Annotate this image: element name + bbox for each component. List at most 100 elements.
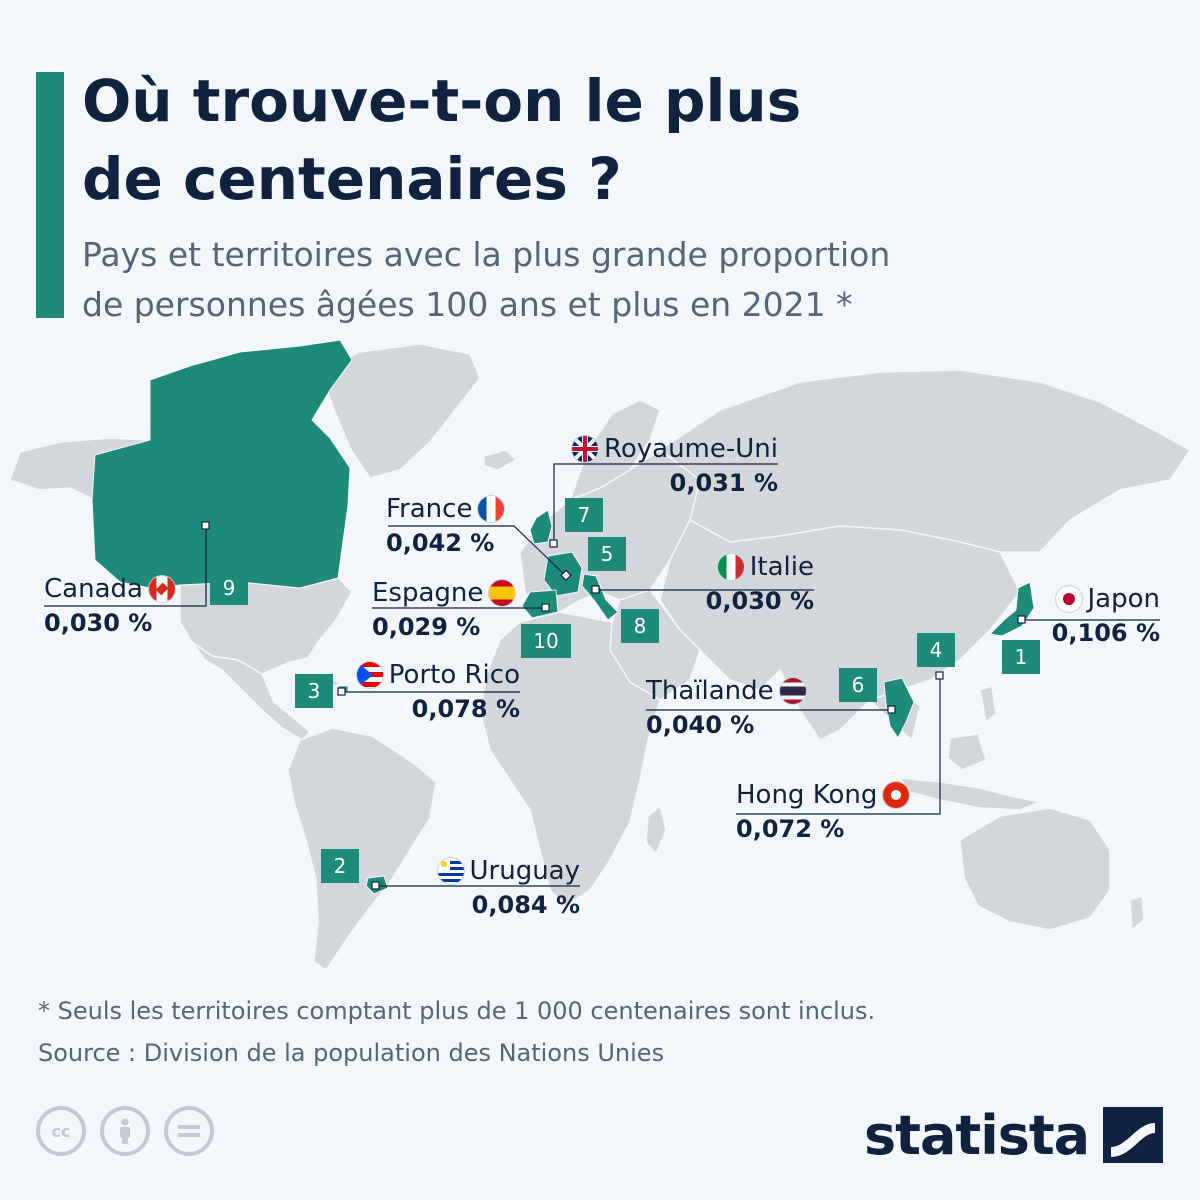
attribution-icon[interactable] [100,1106,150,1156]
world-map [9,339,1192,972]
country-name: Thaïlande [646,676,774,706]
marker-japan [1017,615,1026,624]
marker-puerto-rico [337,687,346,696]
land-masses [9,343,1192,972]
country-value: 0,031 % [669,469,778,497]
land-borneo [947,733,987,771]
land-iceland [483,449,518,471]
country-value: 0,030 % [44,609,153,637]
license-icons: cc [36,1106,214,1156]
rank-badge-italy: 8 [621,609,659,643]
rank-badge-uk: 7 [565,498,603,532]
spain-flag-icon [489,580,516,606]
title-accent-bar [36,72,64,318]
thailand-flag-icon [779,678,806,704]
creative-commons-icon[interactable]: cc [36,1106,86,1156]
leader-canada [44,526,207,607]
label-thailand: Thaïlande 0,040 % [646,674,806,742]
statista-logo[interactable]: statista [864,1100,1164,1170]
uk-flag-icon [571,436,598,462]
country-name: Espagne [372,578,484,608]
land-mexico [191,641,312,741]
italy-flag-icon [717,554,744,580]
label-uruguay: Uruguay 0,084 % [400,854,580,922]
leader-lines [44,463,1160,887]
marker-spain [541,603,550,612]
subtitle-line-2: de personnes âgées 100 ans et plus en 20… [82,285,853,324]
marker-france [560,569,572,582]
marker-uk [549,539,558,548]
leader-uk [553,463,778,544]
label-hong-kong: Hong Kong 0,072 % [736,778,910,846]
territory-italy [581,573,619,621]
marker-uruguay [371,881,380,890]
footnote: * Seuls les territoires comptant plus de… [38,990,1138,1074]
footnote-source: Source : Division de la population des N… [38,1039,665,1067]
country-name: Italie [749,552,814,582]
uruguay-flag-icon [437,858,464,884]
land-indonesia [898,777,1043,811]
marker-italy [591,585,600,594]
country-value: 0,030 % [705,587,814,615]
land-new-zealand [1129,894,1145,932]
land-philippines [979,685,997,724]
title-line-2: de centenaires ? [82,145,622,213]
leader-hong-kong [736,676,941,815]
footnote-note: * Seuls les territoires comptant plus de… [38,997,876,1025]
subtitle-line-1: Pays et territoires avec la plus grande … [82,235,891,274]
page-title: Où trouve-t-on le plus de centenaires ? [82,62,1082,218]
country-name: Uruguay [469,856,581,886]
leader-markers [201,521,1026,890]
territory-thailand [883,677,915,739]
land-australia [959,807,1111,931]
rank-badge-thailand: 6 [839,668,877,702]
canada-flag-icon [148,576,175,602]
land-greenland [319,343,481,479]
rank-badge-japan: 1 [1002,640,1040,674]
country-name: Canada [44,574,143,604]
brand-name: statista [864,1103,1090,1167]
country-value: 0,029 % [372,613,481,641]
territory-canada [91,339,353,589]
land-madagascar [645,804,667,856]
country-value: 0,040 % [646,711,755,739]
rank-badge-spain: 10 [521,624,571,658]
france-flag-icon [478,496,505,522]
rank-badge-puerto-rico: 3 [295,674,333,708]
rank-badge-uruguay: 2 [321,849,359,883]
marker-hong-kong [935,671,944,680]
country-value: 0,072 % [736,815,845,843]
label-canada: Canada 0,030 % [44,572,175,640]
rank-badge-canada: 9 [210,571,248,605]
territory-uk [529,509,553,545]
label-italy: Italie 0,030 % [640,550,814,618]
country-value: 0,078 % [411,695,520,723]
label-uk: Royaume-Uni 0,031 % [548,432,778,500]
leader-france [388,525,567,577]
label-puerto-rico: Porto Rico 0,078 % [330,658,520,726]
japan-flag-icon [1055,586,1082,612]
page-subtitle: Pays et territoires avec la plus grande … [82,230,1082,330]
marker-canada [201,521,210,530]
label-france: France 0,042 % [386,492,505,560]
title-line-1: Où trouve-t-on le plus [82,67,802,135]
country-name: Royaume-Uni [603,434,778,464]
country-value: 0,106 % [1051,619,1160,647]
land-africa [479,611,661,907]
label-spain: Espagne 0,029 % [372,576,516,644]
hong-kong-flag-icon [883,782,910,808]
puerto-rico-flag-icon [356,662,383,688]
country-value: 0,042 % [386,529,495,557]
marker-thailand [887,705,896,714]
statista-logo-icon [1103,1107,1164,1163]
rank-badge-france: 5 [588,537,626,571]
rank-badge-hong-kong: 4 [917,633,955,667]
label-japan: Japon 0,106 % [1010,582,1160,650]
country-value: 0,084 % [471,891,580,919]
country-name: Japon [1087,584,1161,614]
country-name: Hong Kong [736,780,878,810]
no-derivatives-icon[interactable] [164,1106,214,1156]
country-name: France [386,494,473,524]
land-south-america [287,727,437,972]
country-name: Porto Rico [388,660,520,690]
